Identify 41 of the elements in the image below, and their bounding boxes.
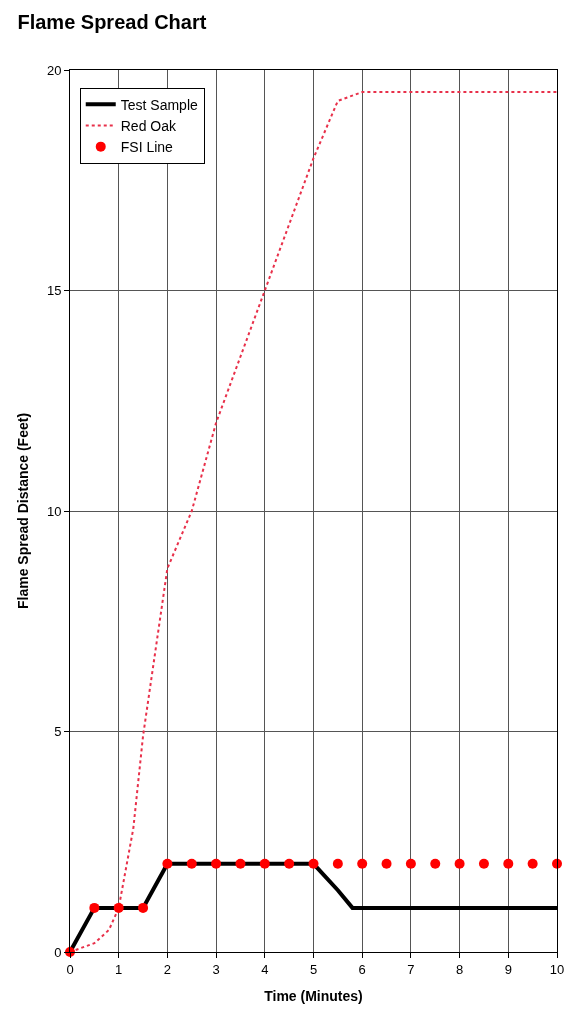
point	[527, 858, 538, 869]
x-tick-label: 7	[407, 961, 415, 977]
point	[259, 858, 270, 869]
x-tick-label: 4	[261, 961, 269, 977]
x-axis-title: Time (Minutes)	[264, 987, 363, 1004]
y-tick-label: 5	[54, 724, 62, 740]
x-tick-label: 8	[455, 961, 464, 977]
legend-label: FSI Line	[120, 139, 174, 156]
x-tick-label: 3	[212, 961, 220, 977]
point	[113, 902, 124, 913]
point	[284, 858, 295, 869]
x-tick-label: 6	[358, 961, 366, 977]
legend-label: Red Oak	[120, 117, 177, 134]
x-tick-label: 0	[66, 961, 74, 977]
point	[138, 902, 149, 913]
x-tick-label: 10	[549, 961, 565, 977]
x-tick-label: 1	[115, 961, 123, 977]
x-tick-label: 5	[309, 961, 318, 977]
y-axis-title: Flame Spread Distance (Feet)	[14, 412, 31, 610]
legend-label: Test Sample	[120, 96, 198, 113]
y-tick-label: 0	[54, 944, 62, 960]
y-tick-label: 15	[46, 283, 62, 299]
point	[503, 858, 514, 869]
y-tick-label: 20	[46, 62, 62, 78]
point	[478, 858, 489, 869]
x-tick-label: 2	[163, 961, 172, 977]
point	[89, 902, 100, 913]
point	[430, 858, 441, 869]
point	[186, 858, 197, 869]
point	[332, 858, 343, 869]
y-tick-label: 10	[46, 503, 62, 519]
point	[381, 858, 392, 869]
point	[308, 858, 319, 869]
x-tick-label: 9	[504, 961, 512, 977]
point	[454, 858, 465, 869]
point	[162, 858, 173, 869]
point	[357, 858, 368, 869]
point	[405, 858, 416, 869]
chart-title: Flame Spread Chart	[17, 11, 207, 34]
point	[235, 858, 246, 869]
point	[211, 858, 222, 869]
